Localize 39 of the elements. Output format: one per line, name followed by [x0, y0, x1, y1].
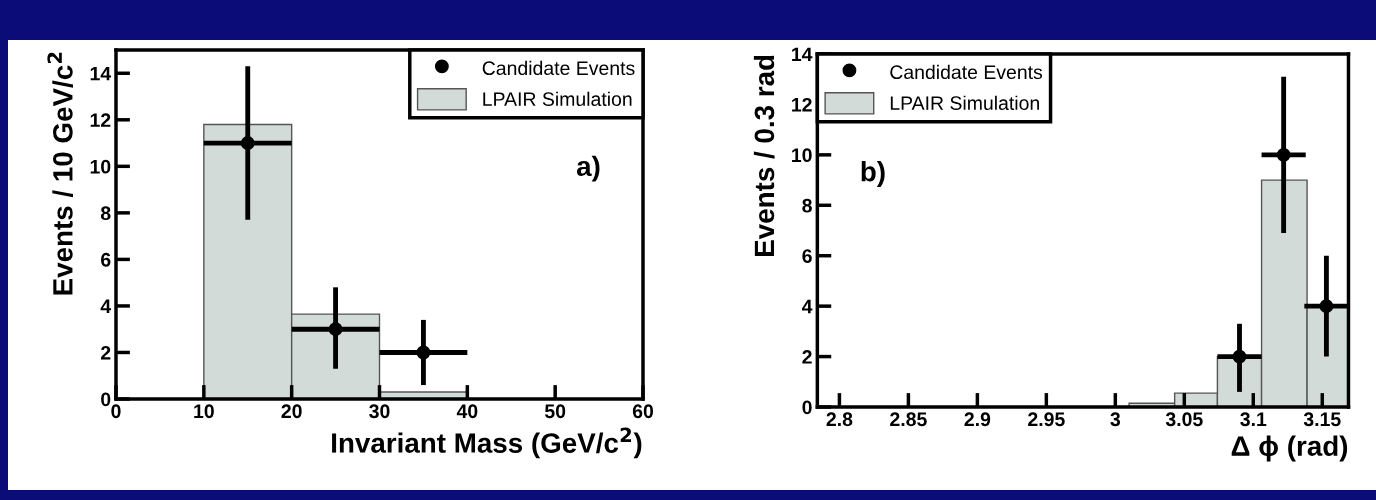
y-tick-label: 12: [792, 97, 812, 112]
x-tick-label: 3: [1110, 412, 1121, 427]
legend-label: Candidate Events: [482, 60, 635, 76]
x-tick-label: 20: [281, 404, 302, 419]
annotation: b): [861, 161, 885, 187]
y-tick-label: 6: [802, 249, 812, 263]
x-axis-title: Δ ϕ (rad): [1231, 435, 1348, 462]
legend-label: Candidate Events: [890, 64, 1043, 80]
y-tick-label: 14: [90, 66, 112, 81]
y-tick-label: 8: [100, 206, 111, 221]
y-tick-label: 12: [90, 113, 111, 127]
y-tick-label: 14: [792, 47, 813, 62]
y-tick-label: 0: [101, 392, 111, 407]
legend-label: LPAIR Simulation: [483, 91, 632, 106]
y-tick-label: 10: [90, 159, 111, 174]
y-tick-label: 6: [101, 252, 111, 267]
y-tick-label: 4: [100, 299, 112, 313]
y-tick-label: 2: [802, 350, 812, 364]
y-tick-label: 2: [101, 345, 111, 360]
x-tick-label: 2.9: [964, 412, 991, 427]
x-tick-label: 30: [369, 404, 390, 419]
x-tick-label: 3.05: [1165, 412, 1203, 427]
x-tick-label: 2.95: [1028, 412, 1065, 427]
x-tick-label: 3.15: [1303, 412, 1341, 427]
y-tick-label: 8: [802, 198, 812, 213]
annotation: a): [576, 155, 600, 182]
y-tick-label: 10: [792, 148, 812, 163]
x-tick-label: 10: [194, 404, 214, 419]
x-tick-label: 60: [632, 404, 654, 419]
y-axis-title: Events / 10 GeV/c$^{2}$: [47, 52, 73, 295]
x-tick-label: 2.85: [890, 412, 927, 427]
y-tick-label: 4: [801, 299, 813, 314]
legend-label: LPAIR Simulation: [890, 95, 1039, 110]
x-tick-label: 40: [456, 404, 478, 419]
x-tick-label: 2.8: [826, 412, 853, 427]
x-tick-label: 50: [544, 404, 566, 419]
x-axis-title: Invariant Mass (GeV/c$^{2}$): [332, 427, 642, 459]
x-tick-label: 3.1: [1240, 412, 1267, 427]
y-axis-title: Events / 0.3 rad: [753, 55, 775, 256]
